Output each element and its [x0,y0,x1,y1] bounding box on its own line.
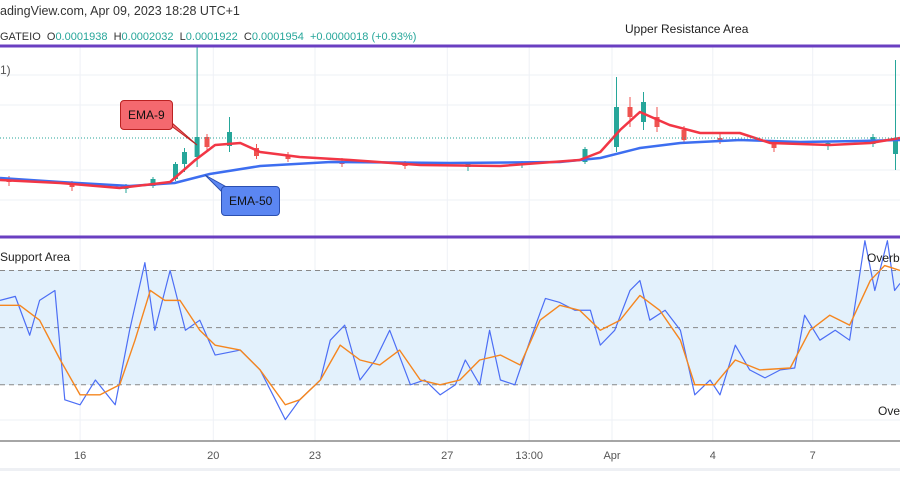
symbol-exchange: GATEIO [0,31,41,43]
oversold-label: Ove [878,404,900,418]
ema50-line [0,138,900,188]
x-tick-label: Apr [603,450,621,462]
stoch-d-line [0,264,900,406]
x-tick-label: 7 [809,450,816,462]
candle-body [227,132,232,146]
stoch-k-line [0,240,900,421]
candle [641,92,646,130]
open-label: O [46,31,56,43]
open-value: 0.0001938 [55,31,108,43]
axis-footer [0,468,900,471]
candle [582,147,588,164]
change-value: +0.0000018 (+0.93%) [309,31,417,43]
overbought-label: Overb [867,251,900,265]
close-label: C [243,31,252,43]
candle-body [173,164,178,179]
x-tick-label: 20 [207,450,220,462]
candle-body [254,148,259,156]
x-tick-label: 23 [308,450,322,462]
support-area-label: Support Area [0,250,71,264]
ohlc-legend: GATEIO O0.0001938 H0.0002032 L0.0001922 … [0,31,416,43]
indicator-label: 1) [0,63,11,77]
ema50-callout: EMA-50 [221,186,281,216]
candle-body [771,144,777,148]
candle-body [182,152,187,164]
candle-body [614,107,619,147]
candle-body [582,149,588,162]
low-label: L [179,31,186,43]
candle-body [194,137,200,157]
x-tick-label: 13:00 [515,450,543,462]
candle [227,117,232,152]
candle [717,134,723,144]
candle-body [681,130,687,140]
candle-body [717,138,723,141]
candle [614,77,619,152]
candle-body [204,137,210,147]
close-value: 0.0001954 [251,31,304,43]
candle [204,134,210,152]
x-tick-label: 27 [441,450,454,462]
x-tick-label: 4 [709,450,716,462]
low-value: 0.0001922 [185,31,238,43]
ema9-line [0,110,900,190]
candle [194,46,200,167]
candle [150,177,156,188]
candle [285,152,291,162]
candle [893,60,898,170]
high-label: H [113,31,122,43]
upper-resistance-label: Upper Resistance Area [625,22,749,36]
stochastic-levels [0,269,900,386]
candle-body [285,156,291,159]
candle-body [654,117,660,127]
candle-body [893,138,898,154]
candle-body [69,185,75,187]
candle-body [627,107,633,117]
x-tick-label: 16 [73,450,87,462]
chart-header: adingView.com, Apr 09, 2023 18:28 UTC+1 [0,4,240,18]
series-lines [0,110,900,421]
ema9-callout: EMA-9 [120,100,173,130]
candle-body [641,102,646,122]
candle-body [150,179,156,186]
high-value: 0.0002032 [121,31,174,43]
